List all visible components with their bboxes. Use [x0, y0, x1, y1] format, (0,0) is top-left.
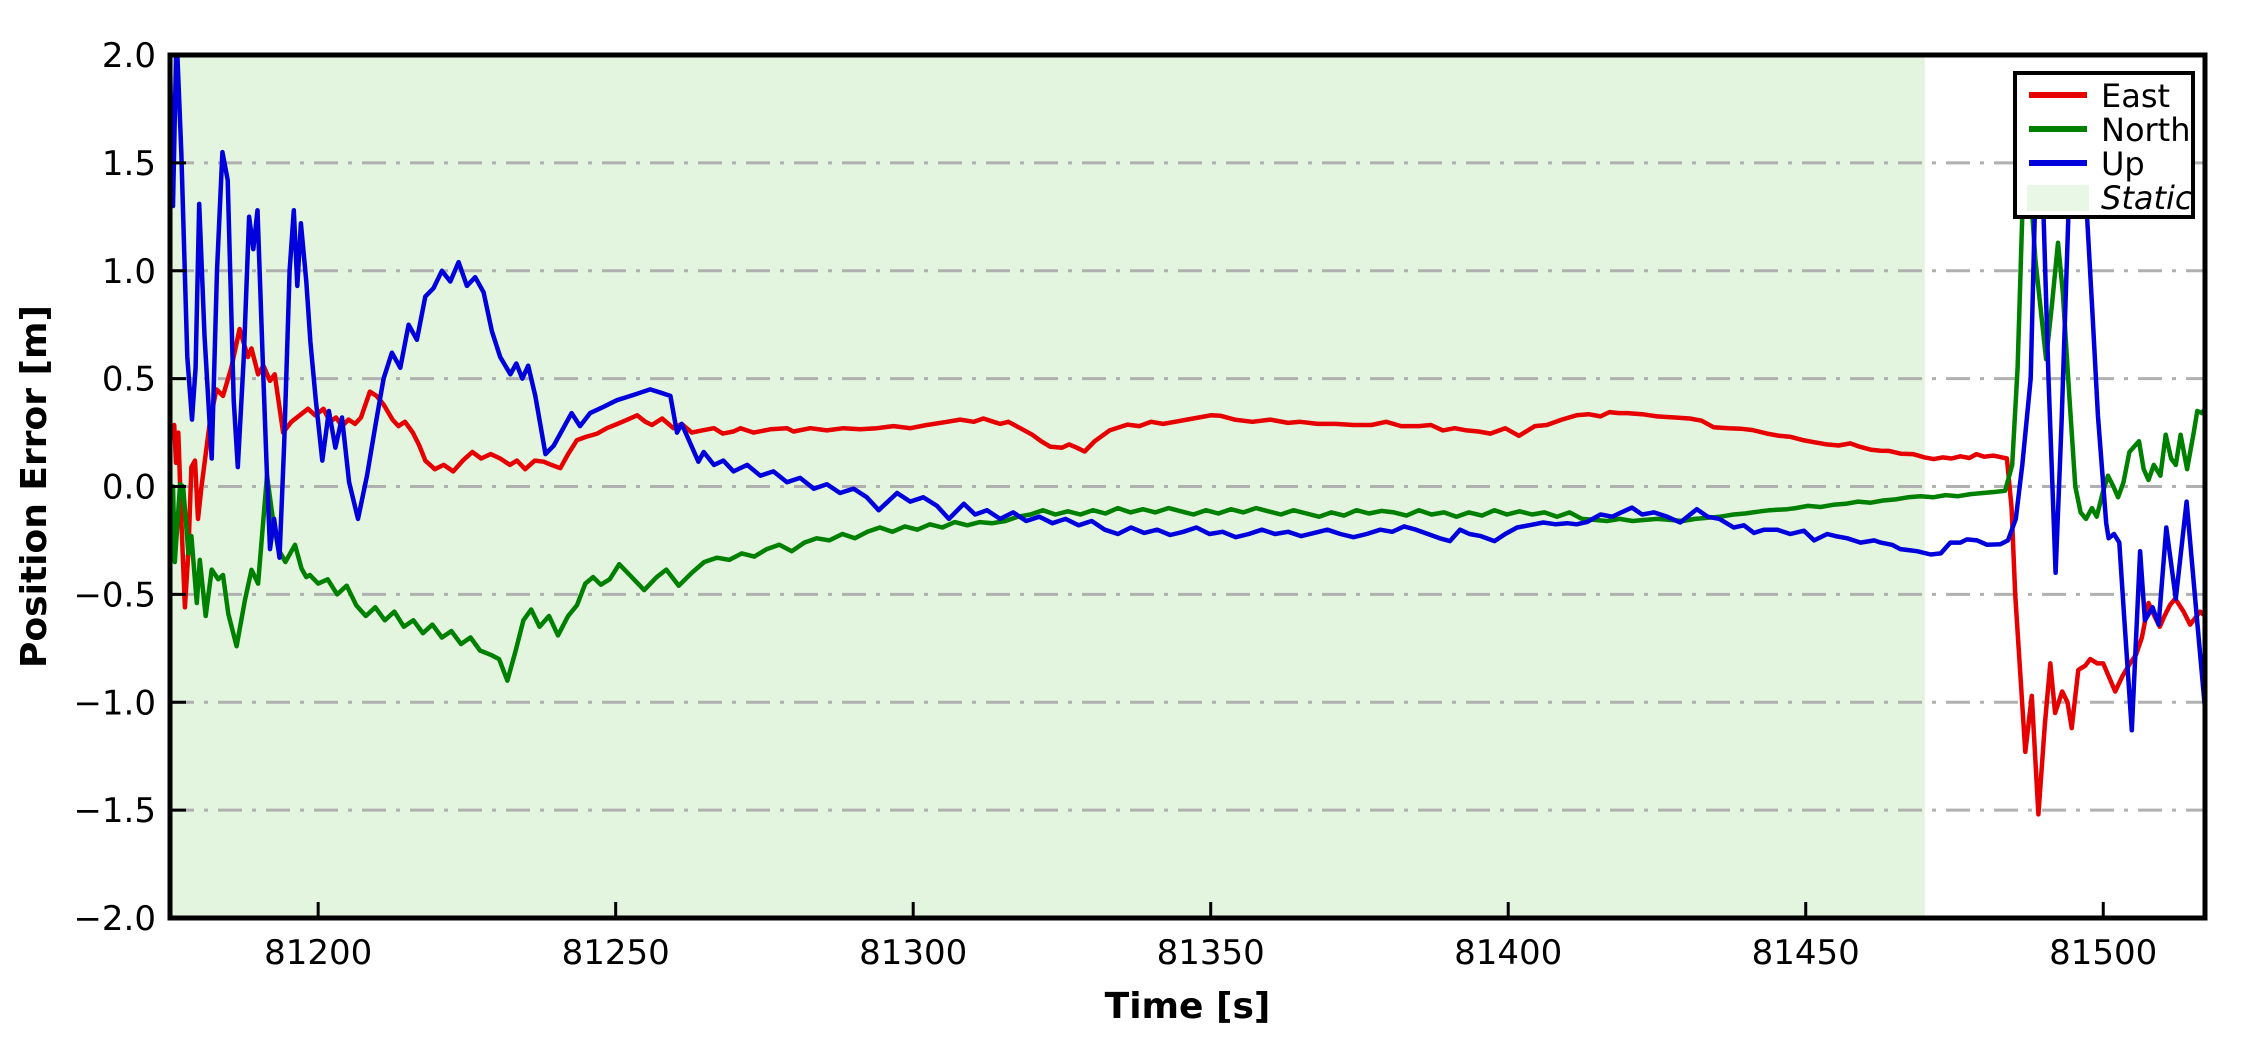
x-tick-label: 81500: [2049, 933, 2157, 973]
y-tick-label: −2.0: [73, 899, 156, 939]
y-tick-label: −1.0: [73, 683, 156, 723]
legend-item-up-label: Up: [2101, 145, 2145, 183]
x-tick-label: 81450: [1752, 933, 1860, 973]
y-tick-label: 0.0: [102, 468, 156, 508]
x-axis-label: Time [s]: [1105, 986, 1271, 1027]
y-tick-label: 0.5: [102, 360, 156, 400]
x-tick-label: 81400: [1454, 933, 1562, 973]
legend-item-static-label: Static: [2101, 179, 2193, 217]
legend-item-east-label: East: [2101, 77, 2170, 115]
y-axis-label: Position Error [m]: [14, 305, 55, 668]
legend-item-north-label: North: [2101, 111, 2191, 149]
x-tick-label: 81250: [562, 933, 670, 973]
y-tick-label: −1.5: [73, 791, 156, 831]
y-tick-label: 1.0: [102, 252, 156, 292]
x-tick-label: 81300: [859, 933, 967, 973]
series-north-line: [170, 171, 2205, 683]
y-tick-label: −0.5: [73, 575, 156, 615]
x-tick-label: 81200: [264, 933, 372, 973]
legend-item-static-swatch: [2027, 185, 2089, 211]
series-up-line: [170, 55, 2205, 733]
y-tick-label: 2.0: [102, 36, 156, 76]
x-tick-label: 81350: [1157, 933, 1265, 973]
y-tick-label: 1.5: [102, 144, 156, 184]
